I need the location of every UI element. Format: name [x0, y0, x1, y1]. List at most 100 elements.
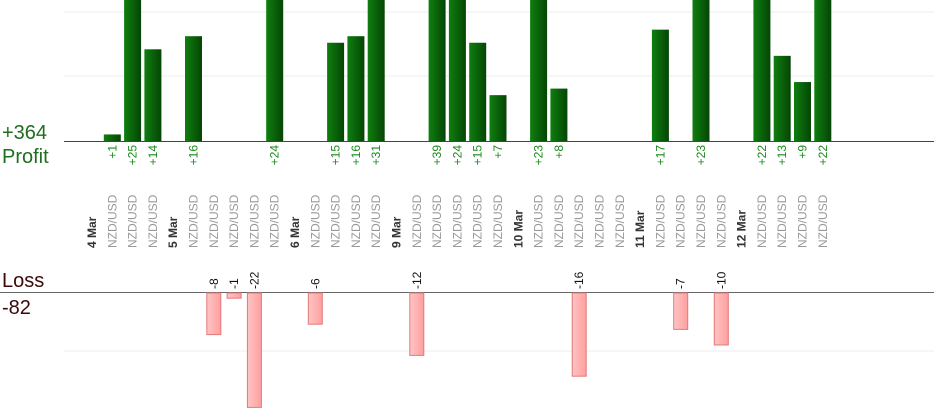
instrument-label: NZD/USD: [593, 194, 607, 248]
instrument-label: NZD/USD: [694, 194, 708, 248]
profit-value-label: +16: [187, 145, 201, 166]
loss-bar: [307, 292, 323, 325]
profit-bar: [367, 0, 385, 141]
loss-total: -82: [2, 297, 31, 319]
date-label: 12 Mar: [735, 210, 749, 248]
date-label: 9 Mar: [390, 216, 404, 248]
profit-bar: [327, 42, 345, 141]
profit-bar: [469, 42, 487, 141]
profit-bar: [103, 134, 121, 141]
profit-bar: [185, 36, 202, 142]
profit-bar: [692, 0, 710, 141]
loss-bar: [409, 292, 425, 356]
instrument-label: NZD/USD: [471, 194, 485, 248]
profit-value-label: +17: [653, 145, 667, 166]
loss-bar: [673, 292, 689, 330]
date-label: 10 Mar: [511, 210, 525, 248]
loss-value-label: -1: [227, 278, 241, 289]
instrument-label: NZD/USD: [653, 194, 667, 248]
profit-title: Profit: [2, 146, 49, 168]
loss-value-label: -6: [308, 278, 322, 289]
loss-bar: [713, 292, 729, 346]
profit-value-label: +9: [796, 145, 810, 159]
instrument-label: NZD/USD: [552, 194, 566, 248]
instrument-label: NZD/USD: [146, 194, 160, 248]
profit-value-label: +15: [329, 145, 343, 166]
profit-bar: [794, 82, 811, 141]
instrument-label: NZD/USD: [491, 194, 505, 248]
date-label: 4 Mar: [85, 216, 99, 248]
profit-bar: [266, 0, 284, 141]
instrument-label: NZD/USD: [105, 194, 119, 248]
profit-total: +364: [2, 122, 47, 144]
instrument-label: NZD/USD: [714, 194, 728, 248]
profit-value-label: +23: [694, 145, 708, 166]
profit-bar: [550, 88, 568, 141]
loss-value-label: -8: [207, 278, 221, 289]
profit-value-label: +39: [430, 145, 444, 166]
profit-value-label: +22: [816, 145, 830, 166]
profit-value-label: +1: [105, 145, 119, 159]
profit-bar: [489, 95, 507, 141]
instrument-label: NZD/USD: [532, 194, 546, 248]
profit-bar: [773, 55, 791, 141]
instrument-label: NZD/USD: [308, 194, 322, 248]
loss-value-label: -10: [714, 271, 728, 289]
instrument-label: NZD/USD: [329, 194, 343, 248]
loss-value-label: -7: [674, 278, 688, 289]
profit-value-label: +16: [349, 145, 363, 166]
loss-title: Loss: [2, 270, 44, 292]
instrument-label: NZD/USD: [816, 194, 830, 248]
profit-bar: [124, 0, 142, 141]
instrument-label: NZD/USD: [430, 194, 444, 248]
loss-bar: [246, 292, 262, 408]
instrument-label: NZD/USD: [227, 194, 241, 248]
instrument-label: NZD/USD: [349, 194, 363, 248]
profit-value-label: +25: [126, 145, 140, 166]
profit-value-label: +8: [552, 145, 566, 159]
profit-value-label: +22: [755, 145, 769, 166]
profit-bar: [428, 0, 446, 141]
instrument-label: NZD/USD: [369, 194, 383, 248]
labels-layer: 4 Mar NZD/USD +1 NZD/USD +25 NZD/USD +14 5 Mar N…: [85, 145, 830, 289]
instrument-label: NZD/USD: [247, 194, 261, 248]
loss-bar: [206, 292, 222, 336]
instrument-label: NZD/USD: [268, 194, 282, 248]
loss-value-label: -22: [247, 271, 261, 289]
profit-bar: [530, 0, 548, 141]
loss-bar: [571, 292, 587, 377]
profit-bar: [144, 49, 162, 141]
profit-value-label: +23: [532, 145, 546, 166]
instrument-label: NZD/USD: [796, 194, 810, 248]
instrument-label: NZD/USD: [187, 194, 201, 248]
profit-value-label: +24: [268, 145, 282, 166]
instrument-label: NZD/USD: [755, 194, 769, 248]
loss-value-label: -12: [410, 271, 424, 289]
date-label: 5 Mar: [166, 216, 180, 248]
profit-bar: [753, 0, 771, 141]
profit-bar: [814, 0, 832, 141]
instrument-label: NZD/USD: [207, 194, 221, 248]
loss-bar: [226, 292, 242, 299]
profit-value-label: +24: [450, 145, 464, 166]
profit-value-label: +31: [369, 145, 383, 166]
instrument-label: NZD/USD: [613, 194, 627, 248]
profit-value-label: +14: [146, 145, 160, 166]
profit-value-label: +15: [471, 145, 485, 166]
instrument-label: NZD/USD: [572, 194, 586, 248]
date-label: 6 Mar: [288, 216, 302, 248]
bars-layer: [103, 0, 832, 408]
profit-bar: [448, 0, 466, 141]
loss-value-label: -16: [572, 271, 586, 289]
instrument-label: NZD/USD: [410, 194, 424, 248]
profit-bar: [651, 29, 669, 141]
profit-value-label: +7: [491, 145, 505, 159]
instrument-label: NZD/USD: [775, 194, 789, 248]
instrument-label: NZD/USD: [674, 194, 688, 248]
profit-value-label: +13: [775, 145, 789, 166]
instrument-label: NZD/USD: [126, 194, 140, 248]
profit-bar: [347, 36, 365, 142]
instrument-label: NZD/USD: [450, 194, 464, 248]
date-label: 11 Mar: [633, 210, 647, 248]
